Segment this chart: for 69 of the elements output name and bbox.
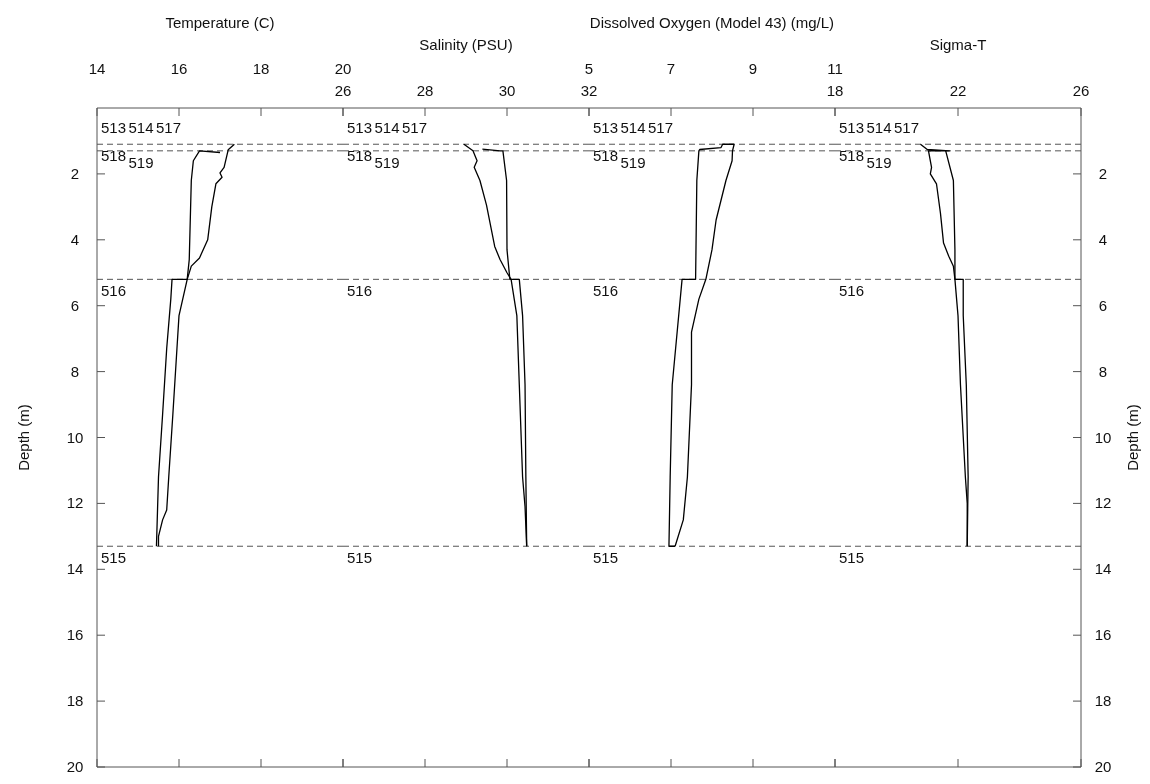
annotation: 514 [374, 119, 400, 136]
y2-tick-label: 14 [1094, 560, 1112, 578]
annotation: 513 [101, 119, 127, 136]
y2-tick-label: 4 [1098, 230, 1108, 248]
y-tick-label: 10 [66, 428, 84, 446]
x-tick-label: 14 [88, 60, 106, 77]
x-tick-label: 9 [748, 60, 758, 77]
y2-axis-title: Depth (m) [1124, 404, 1142, 471]
annotation: 513 [839, 119, 865, 136]
annotation: 517 [894, 119, 920, 136]
x-axis-title: Sigma-T [928, 36, 988, 53]
y-tick-label: 6 [70, 296, 80, 314]
y2-tick-label: 18 [1094, 692, 1112, 710]
y2-tick-label: 10 [1094, 428, 1112, 446]
y-tick-label: 2 [70, 164, 80, 182]
y-tick-label: 16 [66, 626, 84, 644]
x-axis-title: Salinity (PSU) [418, 36, 514, 53]
x-tick-label: 30 [498, 82, 516, 99]
annotation: 519 [866, 153, 892, 171]
y-tick-label: 12 [66, 494, 84, 512]
annotation: 516 [101, 282, 127, 300]
x-tick-label: 22 [949, 82, 967, 99]
y2-tick-label: 20 [1094, 758, 1112, 775]
y2-tick-label: 2 [1098, 164, 1108, 182]
x-tick-label: 18 [826, 82, 844, 99]
annotation: 515 [101, 549, 127, 567]
annotation: 515 [593, 549, 619, 567]
annotation: 519 [128, 153, 154, 171]
annotation: 513 [593, 119, 619, 136]
annotation: 517 [648, 119, 674, 136]
y-tick-label: 20 [66, 758, 84, 775]
annotation: 515 [839, 549, 865, 567]
annotation: 516 [593, 282, 619, 300]
y-tick-label: 4 [70, 230, 80, 248]
x-tick-label: 16 [170, 60, 188, 77]
annotation: 518 [101, 147, 127, 165]
annotation: 516 [839, 282, 865, 300]
annotation: 514 [128, 119, 154, 136]
x-tick-label: 20 [334, 60, 352, 77]
x-tick-label: 18 [252, 60, 270, 77]
y-tick-label: 8 [70, 362, 80, 380]
annotation: 517 [156, 119, 182, 136]
x-tick-label: 26 [1072, 82, 1090, 99]
x-tick-label: 7 [666, 60, 676, 77]
y-axis-title: Depth (m) [15, 404, 33, 471]
y2-tick-label: 16 [1094, 626, 1112, 644]
annotation: 519 [374, 153, 400, 171]
x-axis-title: Temperature (C) [164, 14, 276, 31]
annotation: 513 [347, 119, 373, 136]
x-tick-label: 5 [584, 60, 594, 77]
annotation: 519 [620, 153, 646, 171]
annotation: 514 [866, 119, 892, 136]
annotation: 514 [620, 119, 646, 136]
y-tick-label: 14 [66, 560, 84, 578]
annotation: 518 [347, 147, 373, 165]
x-axis-title: Dissolved Oxygen (Model 43) (mg/L) [588, 14, 836, 31]
y2-tick-label: 6 [1098, 296, 1108, 314]
x-tick-label: 32 [580, 82, 598, 99]
annotation: 518 [593, 147, 619, 165]
y2-tick-label: 8 [1098, 362, 1108, 380]
y2-tick-label: 12 [1094, 494, 1112, 512]
y-tick-label: 18 [66, 692, 84, 710]
annotation: 517 [402, 119, 428, 136]
annotation: 516 [347, 282, 373, 300]
x-tick-label: 28 [416, 82, 434, 99]
annotation: 515 [347, 549, 373, 567]
x-tick-label: 11 [827, 60, 843, 77]
annotation: 518 [839, 147, 865, 165]
x-tick-label: 26 [334, 82, 352, 99]
